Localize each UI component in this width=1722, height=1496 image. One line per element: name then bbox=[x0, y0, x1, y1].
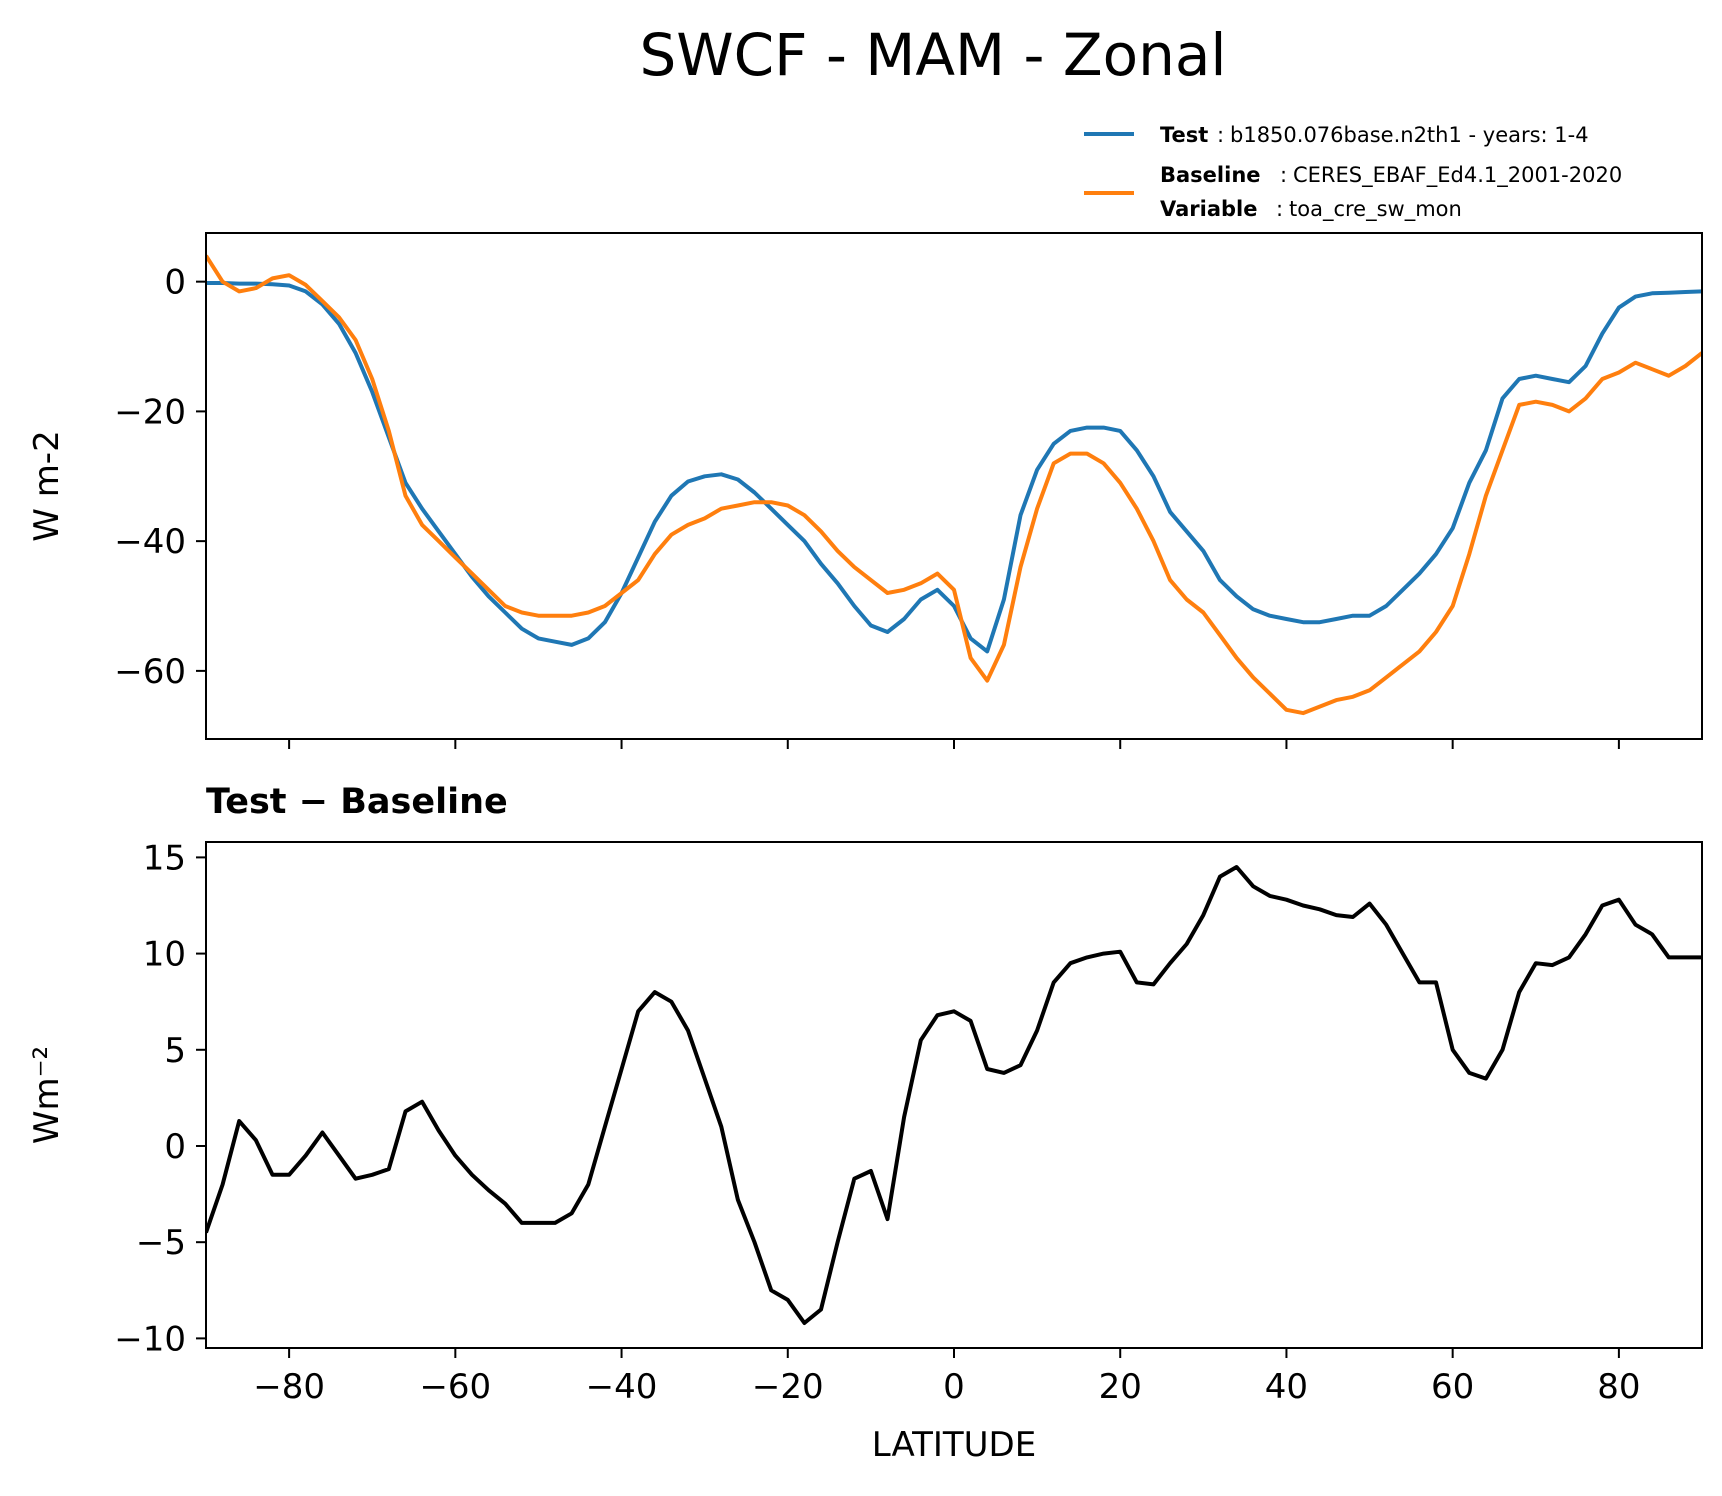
legend-test-value: b1850.076base.n2th1 - years: 1-4 bbox=[1230, 123, 1589, 147]
legend-test-sep: : bbox=[1217, 123, 1224, 147]
x-tick-label-bottom: 60 bbox=[1431, 1367, 1474, 1407]
legend-baseline-value: CERES_EBAF_Ed4.1_2001-2020 bbox=[1293, 163, 1622, 188]
x-tick-label-bottom: 80 bbox=[1597, 1367, 1640, 1407]
y-tick-label-bottom: 5 bbox=[164, 1031, 186, 1071]
top-panel: 0 −20 −40 −60 W m-2 bbox=[27, 232, 1703, 749]
legend-variable-value: toa_cre_sw_mon bbox=[1289, 197, 1462, 222]
legend: Test : b1850.076base.n2th1 - years: 1-4 … bbox=[1084, 123, 1622, 222]
series-line-top-1 bbox=[206, 254, 1702, 716]
y-tick-label-bottom: 15 bbox=[143, 838, 186, 878]
legend-test-key: Test bbox=[1160, 123, 1208, 147]
y-tick-label-bottom: 0 bbox=[164, 1127, 186, 1167]
x-tick-label-bottom: −60 bbox=[419, 1367, 491, 1407]
axes-frame-bottom bbox=[205, 841, 1703, 1349]
y-tick-label-bottom: −10 bbox=[114, 1319, 186, 1359]
y-axis-label-bottom: Wm⁻² bbox=[27, 1046, 67, 1144]
legend-variable-sep: : bbox=[1276, 197, 1283, 221]
bottom-panel: 15 10 5 0 −5 −10 −80 −60 −40 −20 0 20 40 60 80 Wm⁻² LATI… bbox=[27, 838, 1703, 1465]
bottom-panel-title: Test − Baseline bbox=[206, 782, 508, 822]
y-tick-label-top: 0 bbox=[164, 263, 186, 303]
legend-variable-key: Variable bbox=[1160, 197, 1257, 221]
x-tick-label-bottom: 20 bbox=[1099, 1367, 1142, 1407]
legend-baseline-key: Baseline bbox=[1160, 163, 1261, 187]
figure-title: SWCF - MAM - Zonal bbox=[639, 21, 1226, 89]
axes-frame-top bbox=[205, 232, 1703, 740]
x-tick-label-bottom: −20 bbox=[752, 1367, 824, 1407]
legend-baseline-sep: : bbox=[1280, 163, 1287, 187]
series-line-top-0 bbox=[206, 281, 1702, 654]
y-tick-label-top: −20 bbox=[114, 392, 186, 432]
y-tick-label-top: −60 bbox=[114, 652, 186, 692]
y-axis-label-top: W m-2 bbox=[27, 430, 67, 541]
series-line-bottom-0 bbox=[206, 865, 1702, 1325]
x-tick-label-bottom: 0 bbox=[943, 1367, 965, 1407]
x-tick-label-bottom: 40 bbox=[1265, 1367, 1308, 1407]
x-tick-label-bottom: −80 bbox=[253, 1367, 325, 1407]
x-axis-label: LATITUDE bbox=[872, 1425, 1036, 1465]
x-tick-label-bottom: −40 bbox=[586, 1367, 658, 1407]
y-tick-label-top: −40 bbox=[114, 522, 186, 562]
y-tick-label-bottom: 10 bbox=[143, 935, 186, 975]
y-tick-label-bottom: −5 bbox=[136, 1223, 186, 1263]
